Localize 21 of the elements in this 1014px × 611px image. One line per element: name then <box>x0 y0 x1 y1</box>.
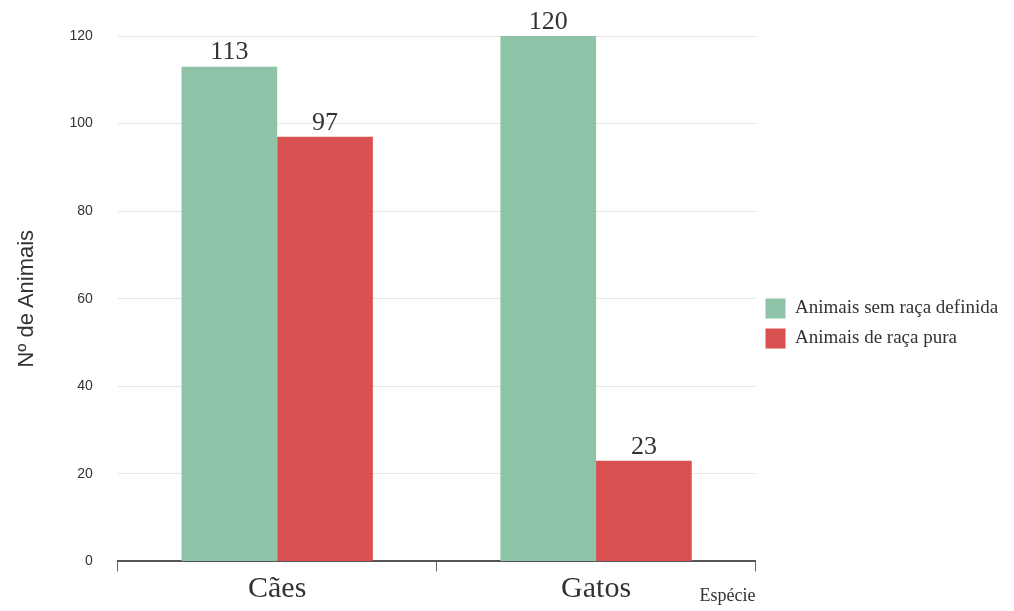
data-label: 23 <box>630 430 657 460</box>
legend-label: Animais de raça pura <box>795 326 958 348</box>
y-tick-label: 100 <box>69 114 93 131</box>
y-tick-label: 60 <box>77 289 93 306</box>
y-tick-label: 0 <box>84 552 93 569</box>
y-tick-label: 80 <box>77 201 93 218</box>
x-tick-label: Cães <box>248 570 307 604</box>
y-tick-label: 40 <box>77 377 93 394</box>
bar <box>181 66 278 561</box>
data-label: 97 <box>312 106 339 136</box>
y-axis-title: Nº de Animais <box>13 229 39 368</box>
bar <box>596 460 692 561</box>
y-tick-label: 120 <box>69 26 93 43</box>
x-axis-title: Espécie <box>699 584 756 605</box>
x-tick-label: Gatos <box>561 570 632 604</box>
bar <box>500 36 597 561</box>
legend-label: Animais sem raça definida <box>795 296 999 318</box>
y-tick-label: 20 <box>77 464 93 481</box>
bar <box>277 136 373 561</box>
data-label: 120 <box>528 5 568 35</box>
data-label: 113 <box>210 36 249 66</box>
